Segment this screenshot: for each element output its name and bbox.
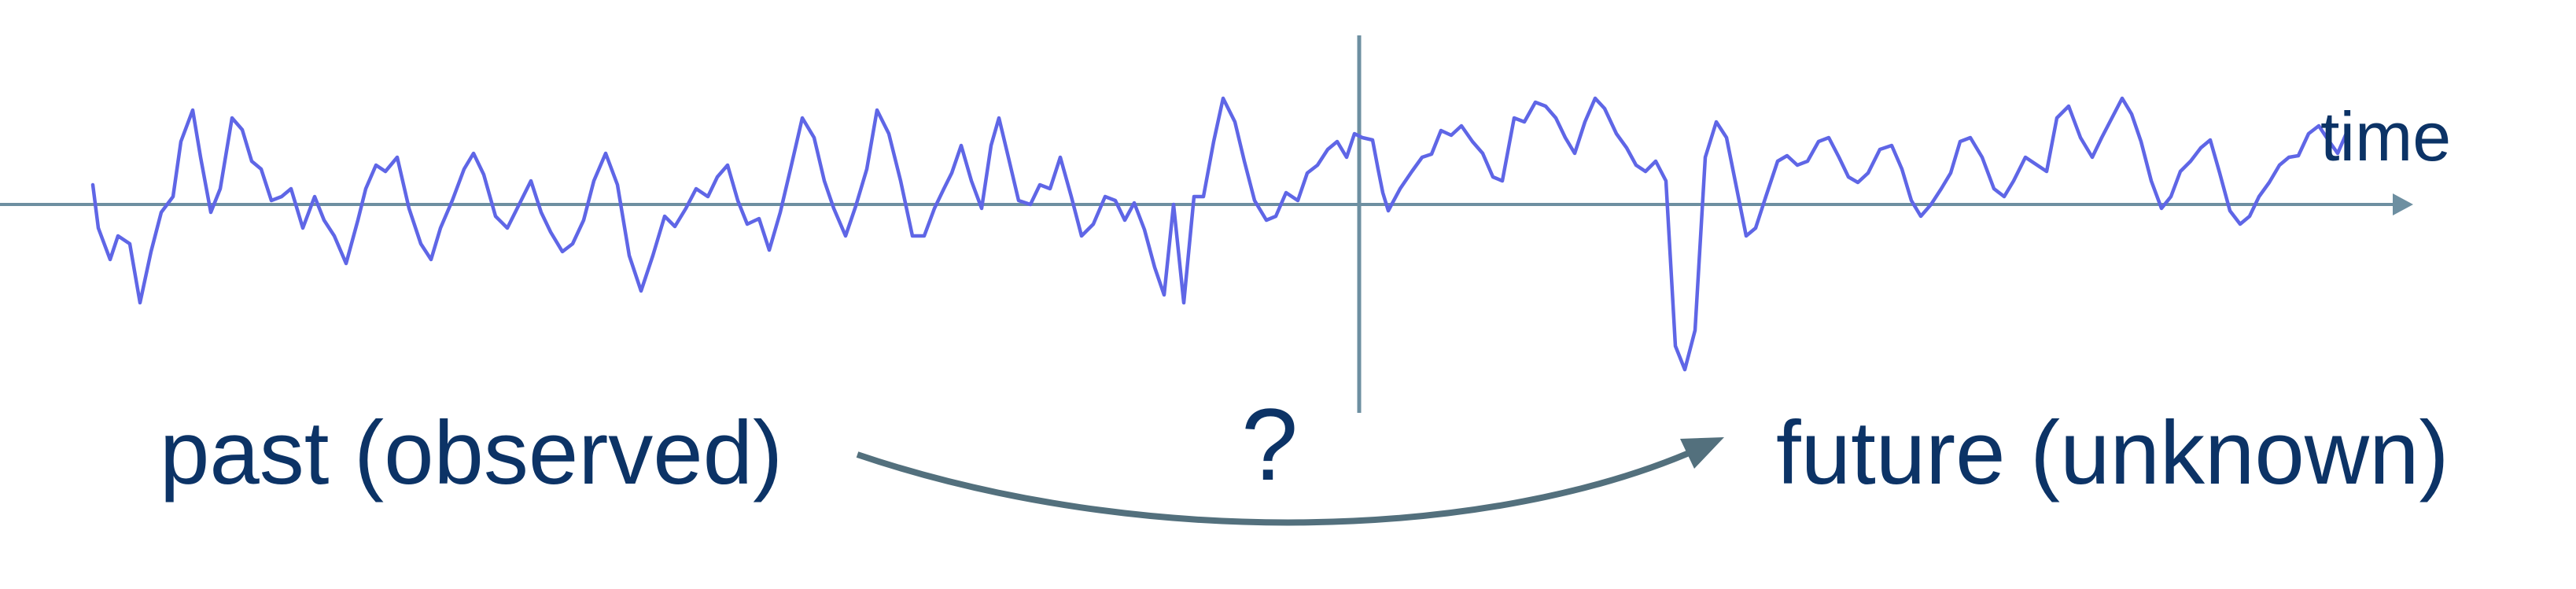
- time-axis-label: time: [2320, 102, 2451, 171]
- time-axis-arrowhead-icon: [2393, 193, 2413, 215]
- future-unknown-label: future (unknown): [1776, 409, 2449, 499]
- past-observed-label: past (observed): [160, 409, 783, 499]
- observed-signal-line: [93, 98, 2348, 370]
- question-mark: ?: [1241, 393, 1298, 495]
